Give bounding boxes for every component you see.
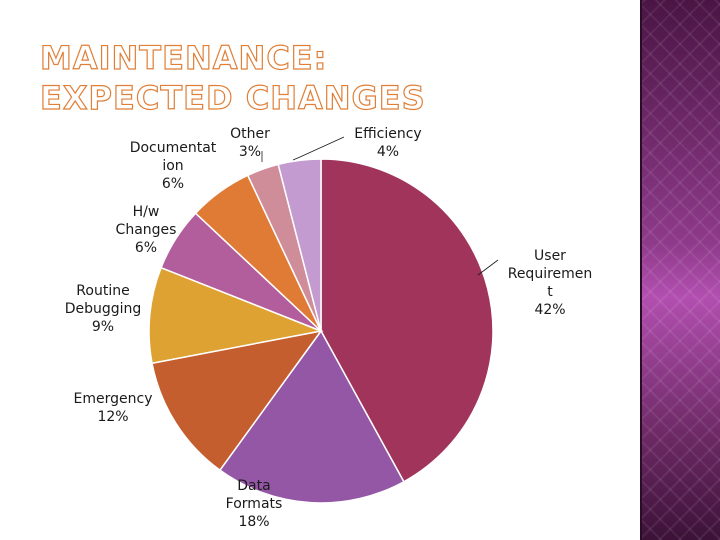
pie-data-label: Emergency 12%: [74, 391, 153, 425]
pie-data-label: H/w Changes 6%: [116, 204, 177, 256]
pie-data-label: Documentat ion 6%: [130, 140, 217, 192]
pie-data-label: Other 3%: [230, 126, 270, 160]
pie-slices: [148, 158, 494, 504]
pie-data-label: Efficiency 4%: [354, 126, 421, 160]
pie-data-label: User Requiremen t 42%: [508, 248, 593, 318]
pie-leader-lines: [261, 136, 499, 276]
pie-slice: [218, 329, 405, 504]
pie-data-label: Routine Debugging 9%: [65, 283, 142, 335]
pie-leader-line: [477, 259, 499, 276]
pie-slice: [148, 266, 324, 365]
slide-title-line-2: EXPECTED CHANGES: [40, 79, 426, 117]
pie-slice: [151, 329, 323, 472]
pie-data-label: Data Formats 18%: [226, 478, 283, 530]
slide-title-line-1: MAINTENANCE:: [40, 39, 327, 77]
pie-data-labels: User Requiremen t 42% Data Formats 18% Emergenc…: [65, 126, 593, 530]
pie-chart: User Requiremen t 42% Data Formats 18% Emergenc…: [65, 126, 593, 530]
pie-leader-line: [292, 136, 345, 161]
decorative-side-band: [640, 0, 720, 540]
pie-slice: [320, 158, 494, 483]
pie-slice: [277, 158, 322, 332]
